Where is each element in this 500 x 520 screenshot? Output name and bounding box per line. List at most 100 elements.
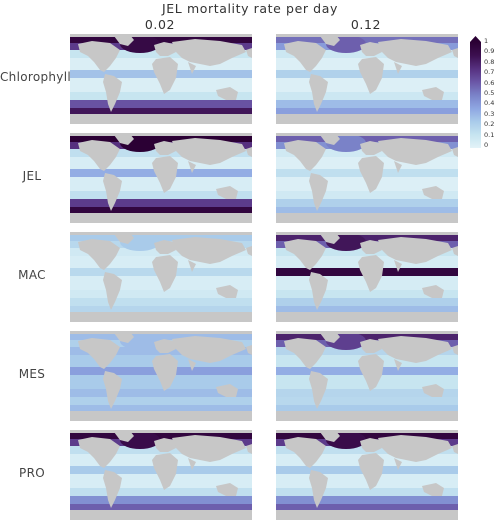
row-label-mes: MES bbox=[18, 367, 46, 381]
land-mass bbox=[114, 35, 134, 46]
ocean-band bbox=[70, 334, 252, 340]
row-label-chlorophyll: Chlorophyll bbox=[0, 70, 71, 84]
land-mass bbox=[246, 48, 252, 58]
land-mass bbox=[154, 42, 176, 56]
land-mass bbox=[452, 444, 458, 454]
land-mass bbox=[172, 336, 246, 363]
ocean-band bbox=[70, 235, 252, 241]
ocean-band bbox=[70, 207, 252, 213]
land-mass bbox=[114, 332, 134, 343]
land-mass bbox=[320, 35, 340, 46]
map-panel bbox=[70, 331, 252, 421]
land-mass bbox=[188, 260, 196, 272]
map-panel bbox=[276, 34, 458, 124]
ocean-band bbox=[70, 92, 252, 100]
land-mass bbox=[188, 359, 196, 371]
land-mass bbox=[78, 140, 120, 171]
land-mass bbox=[320, 134, 340, 145]
figure-title: JEL mortality rate per day bbox=[162, 1, 338, 16]
land-mass bbox=[309, 371, 328, 409]
ocean-band bbox=[276, 433, 458, 439]
ocean-field-map bbox=[276, 34, 458, 124]
land-mass bbox=[276, 114, 458, 124]
land-mass bbox=[358, 453, 384, 490]
ocean-field-map bbox=[276, 430, 458, 520]
ocean-band bbox=[276, 37, 458, 43]
map-panel bbox=[276, 331, 458, 421]
land-mass bbox=[276, 510, 458, 520]
ocean-band bbox=[276, 405, 458, 411]
ocean-band bbox=[70, 199, 252, 207]
land-mass bbox=[216, 87, 238, 100]
land-mass bbox=[284, 239, 326, 270]
land-mass bbox=[276, 312, 458, 322]
ocean-band bbox=[276, 397, 458, 405]
ocean-band bbox=[276, 191, 458, 199]
map-panel bbox=[276, 232, 458, 322]
land-mass bbox=[320, 431, 340, 442]
land-mass bbox=[360, 339, 382, 353]
land-mass bbox=[188, 161, 196, 173]
land-mass bbox=[309, 272, 328, 310]
land-mass bbox=[394, 260, 402, 272]
ocean-band bbox=[70, 389, 252, 397]
ocean-field-map bbox=[70, 133, 252, 223]
land-mass bbox=[246, 246, 252, 256]
land-mass bbox=[358, 156, 384, 193]
land-mass bbox=[378, 138, 452, 165]
map-panel bbox=[70, 34, 252, 124]
ocean-band bbox=[70, 306, 252, 312]
land-mass bbox=[114, 134, 134, 145]
ocean-band bbox=[276, 334, 458, 340]
land-mass bbox=[309, 470, 328, 508]
ocean-band bbox=[70, 108, 252, 114]
land-mass bbox=[452, 147, 458, 157]
land-mass bbox=[276, 232, 458, 235]
land-mass bbox=[216, 384, 238, 397]
land-mass bbox=[360, 438, 382, 452]
colorbar-tick-label: 0.1 bbox=[484, 130, 495, 139]
land-mass bbox=[378, 237, 452, 264]
land-mass bbox=[152, 57, 178, 94]
ocean-band bbox=[70, 504, 252, 510]
land-mass bbox=[452, 345, 458, 355]
map-panel bbox=[70, 232, 252, 322]
land-mass bbox=[246, 444, 252, 454]
land-mass bbox=[452, 48, 458, 58]
land-mass bbox=[78, 338, 120, 369]
land-mass bbox=[103, 173, 122, 211]
land-mass bbox=[276, 411, 458, 421]
land-mass bbox=[216, 483, 238, 496]
land-mass bbox=[172, 138, 246, 165]
land-mass bbox=[103, 470, 122, 508]
land-mass bbox=[70, 114, 252, 124]
map-panel bbox=[276, 133, 458, 223]
ocean-field-map bbox=[276, 133, 458, 223]
column-header-low-mortality: 0.02 bbox=[144, 17, 176, 32]
land-mass bbox=[78, 239, 120, 270]
land-mass bbox=[172, 435, 246, 462]
land-mass bbox=[422, 186, 444, 199]
land-mass bbox=[320, 332, 340, 343]
land-mass bbox=[276, 34, 458, 37]
land-mass bbox=[394, 359, 402, 371]
land-mass bbox=[276, 133, 458, 136]
land-mass bbox=[103, 371, 122, 409]
land-mass bbox=[358, 57, 384, 94]
ocean-band bbox=[70, 397, 252, 405]
ocean-band bbox=[276, 290, 458, 298]
land-mass bbox=[358, 255, 384, 292]
land-mass bbox=[70, 510, 252, 520]
ocean-band bbox=[276, 306, 458, 312]
land-mass bbox=[103, 272, 122, 310]
land-mass bbox=[70, 213, 252, 223]
land-mass bbox=[154, 438, 176, 452]
ocean-field-map bbox=[70, 232, 252, 322]
land-mass bbox=[114, 431, 134, 442]
land-mass bbox=[103, 74, 122, 112]
colorbar-max-arrow bbox=[470, 36, 481, 42]
land-mass bbox=[378, 435, 452, 462]
column-header-high-mortality: 0.12 bbox=[350, 17, 382, 32]
land-mass bbox=[114, 233, 134, 244]
land-mass bbox=[378, 39, 452, 66]
